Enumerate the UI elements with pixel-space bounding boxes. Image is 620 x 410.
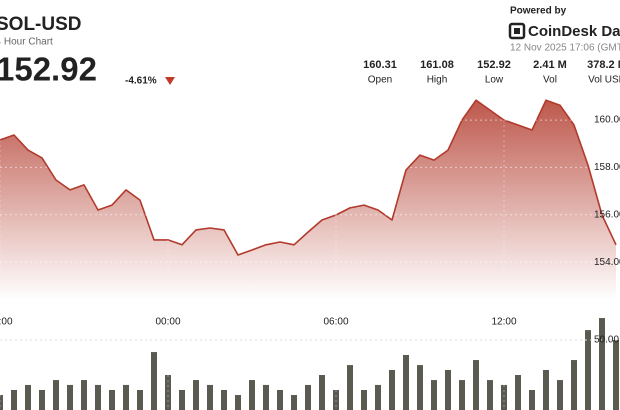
volume-bar xyxy=(599,318,605,410)
stat-value: 152.92 xyxy=(477,59,511,71)
stat-value: 161.08 xyxy=(420,59,454,71)
volume-bar xyxy=(67,384,73,410)
x-tick-label: 00:00 xyxy=(155,317,180,328)
x-tick-label: 18:00 xyxy=(0,317,13,328)
volume-bar xyxy=(431,380,437,410)
y-tick-label: 160.00 xyxy=(594,115,620,126)
volume-bar xyxy=(403,355,409,410)
volume-bar xyxy=(347,365,353,410)
volume-bar xyxy=(109,389,115,410)
stat-label: Low xyxy=(485,75,504,86)
volume-bar xyxy=(277,389,283,410)
stat-value: 2.41 M xyxy=(533,59,567,71)
volume-bar xyxy=(487,380,493,410)
volume-bar xyxy=(165,375,171,410)
down-arrow xyxy=(165,77,175,85)
volume-bar xyxy=(459,380,465,410)
volume-bar xyxy=(473,360,479,410)
volume-bar xyxy=(263,384,269,410)
volume-bar xyxy=(137,389,143,410)
volume-bar xyxy=(95,384,101,410)
price-line xyxy=(0,99,617,256)
volume-bar xyxy=(81,380,87,410)
volume-bar xyxy=(445,369,451,410)
chart-title: SOL-USD xyxy=(0,14,82,35)
volume-bar xyxy=(333,389,339,410)
volume-bar xyxy=(529,389,535,410)
powered-by: Powered by xyxy=(510,6,567,17)
volume-bar xyxy=(25,384,31,410)
volume-bar xyxy=(151,352,157,410)
volume-bar xyxy=(501,384,507,410)
price-area xyxy=(0,100,616,300)
volume-bar xyxy=(123,384,129,410)
volume-bar xyxy=(375,384,381,410)
stat-value: 378.2 M xyxy=(587,59,620,71)
volume-bar xyxy=(207,384,213,410)
stats: 160.31 Open 161.08 High 152.92 Low 2.41 M Vol 37… xyxy=(363,59,620,86)
timestamp: 12 Nov 2025 17:06 (GMT xyxy=(510,43,620,54)
volume-bar xyxy=(417,365,423,410)
stat-label: High xyxy=(427,75,448,86)
y-tick-label: 158.00 xyxy=(594,162,620,173)
volume-bar xyxy=(249,380,255,410)
price: 152.92 xyxy=(0,51,97,88)
volume-bar xyxy=(543,369,549,410)
volume-bar xyxy=(305,384,311,410)
stat-label: Vol xyxy=(543,75,557,86)
x-tick-label: 06:00 xyxy=(323,317,348,328)
volume-bar xyxy=(613,340,619,410)
volume-bar xyxy=(53,380,59,410)
stat-label: Vol USD xyxy=(588,75,620,86)
brand: CoinDesk Data xyxy=(528,23,620,40)
volume-bar xyxy=(389,369,395,410)
plot: 154.00 156.00 158.00 160.00 50.00 18:00 00:00 0… xyxy=(0,90,620,410)
volume-bar xyxy=(39,389,45,410)
volume-bar xyxy=(571,360,577,410)
chart-subtitle: 24 Hour Chart xyxy=(0,37,53,48)
volume-bar xyxy=(235,395,241,410)
stat-label: Open xyxy=(368,75,392,86)
y-tick-label: 154.00 xyxy=(594,257,620,268)
volume-bar xyxy=(193,380,199,410)
volume-bar xyxy=(557,380,563,410)
volume-bar xyxy=(585,330,591,410)
y2-tick-label: 50.00 xyxy=(594,335,619,346)
volume-bar xyxy=(291,395,297,410)
volume-bar xyxy=(361,389,367,410)
y-tick-label: 156.00 xyxy=(594,209,620,220)
x-tick-label: 12:00 xyxy=(491,317,516,328)
volume-bar xyxy=(515,375,521,410)
volume-bar xyxy=(319,375,325,410)
volume-bar xyxy=(11,389,17,410)
volume-bar xyxy=(221,389,227,410)
volume-bar xyxy=(0,395,3,410)
brand-logo xyxy=(508,22,526,40)
volume-bar xyxy=(179,389,185,410)
change: -4.61% xyxy=(125,76,157,87)
stat-value: 160.31 xyxy=(363,59,397,71)
